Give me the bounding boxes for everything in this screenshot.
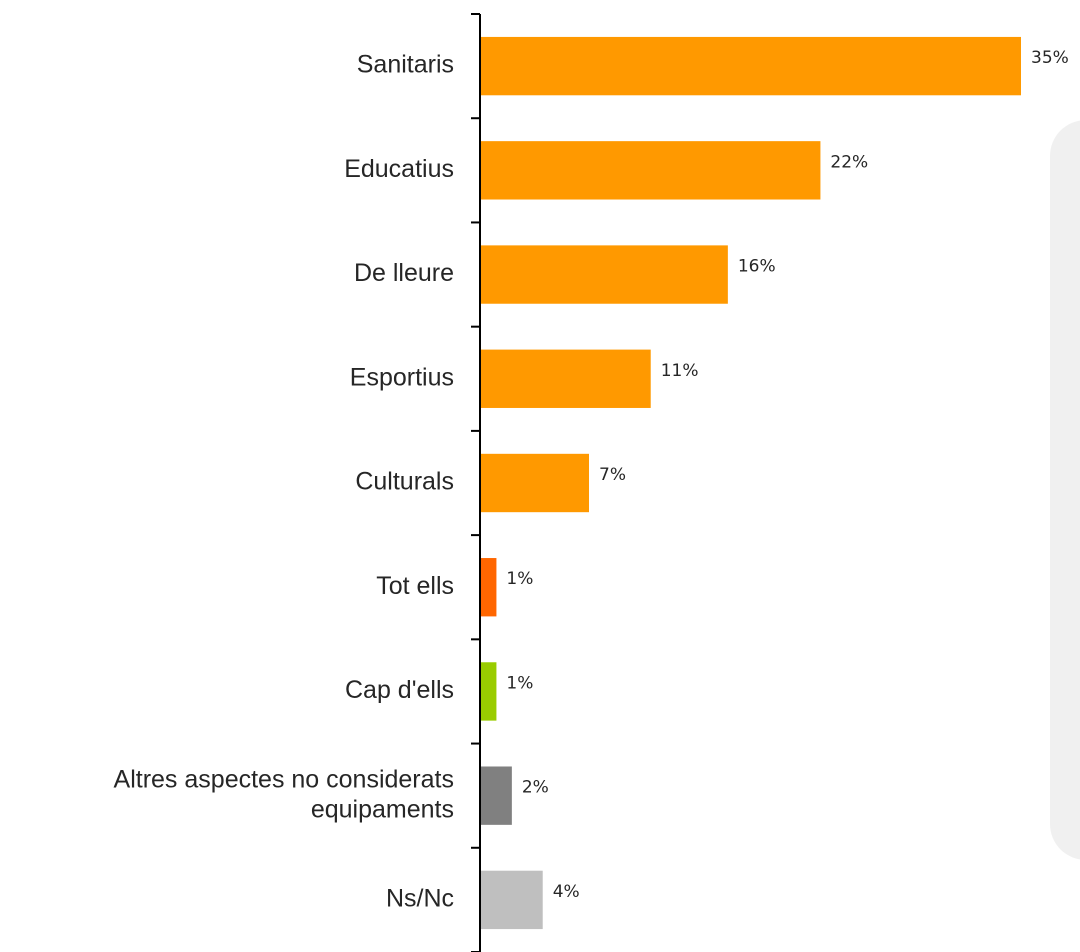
category-label: equipaments [311,795,454,823]
category-label: Altres aspectes no considerats [114,765,454,793]
value-label: 4% [553,882,580,902]
category-label: Tot ells [376,572,454,600]
category-label: Educatius [344,155,454,183]
background-panel [1050,120,1080,860]
bar-esportius [481,349,651,408]
value-label: 7% [599,465,626,485]
value-label: 1% [506,673,533,693]
value-label: 2% [522,778,549,798]
category-label: Ns/Nc [386,884,454,912]
category-label: Esportius [350,363,454,391]
value-label: 11% [661,361,699,381]
bar-sanitaris [481,36,1021,96]
value-labels: 35% 22% 16% 11% 7% 1% 1% 2% 4% [506,48,1068,902]
y-axis-ticks [471,13,480,952]
value-label: 22% [830,152,868,172]
bars [481,36,1021,930]
category-labels: Sanitaris Educatius De lleure Esportius Cult… [114,51,454,913]
value-label: 16% [738,257,776,277]
category-label: Cap d'ells [345,676,454,704]
bar-culturals [481,453,589,513]
category-label: Culturals [355,468,454,496]
value-label: 35% [1031,48,1069,68]
value-label: 1% [506,569,533,589]
bar-altres-aspectes-no-considerats-equipaments [481,766,512,825]
bar-cap-d-ells [481,662,497,721]
bar-tot-ells [481,558,497,617]
category-label: De lleure [354,259,454,287]
bar-ns-nc [481,870,543,930]
bar-de-lleure [481,245,728,304]
bar-educatius [481,141,821,200]
category-label: Sanitaris [357,51,454,79]
